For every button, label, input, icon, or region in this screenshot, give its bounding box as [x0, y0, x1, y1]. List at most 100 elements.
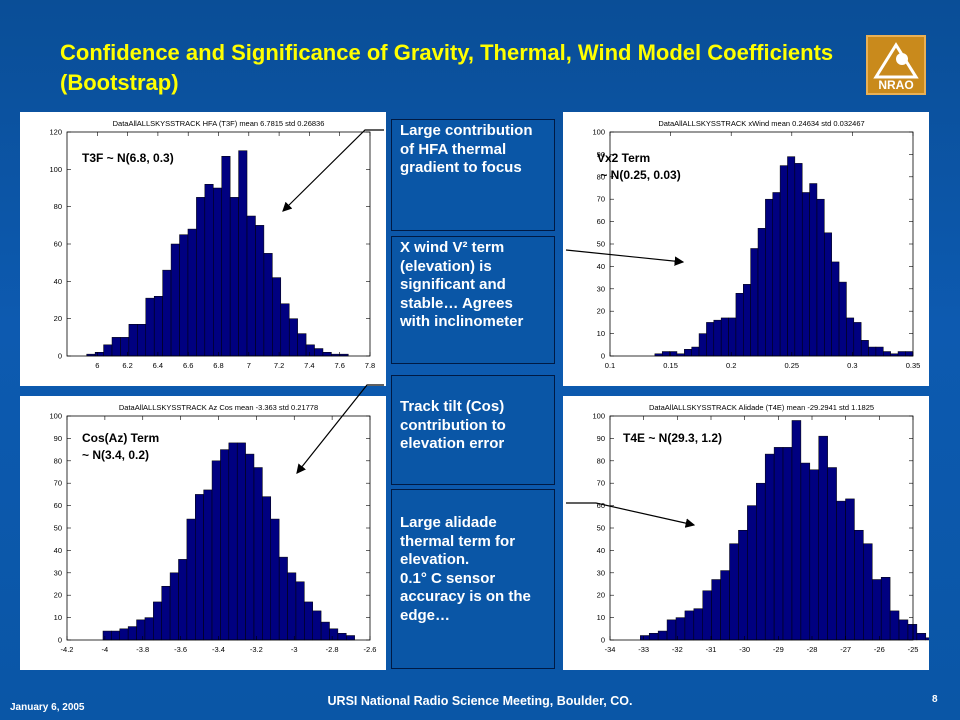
histogram-azcos: DataAllALLSKYSSTRACK Az Cos mean -3.363 …	[49, 403, 377, 654]
y-tick-label: 10	[54, 613, 62, 622]
panel-label-cosaz: Cos(Az) Term ~ N(3.4, 0.2)	[82, 430, 159, 464]
histogram-alidade: DataAllALLSKYSSTRACK Alidade (T4E) mean …	[592, 403, 929, 654]
y-tick-label: 60	[597, 501, 605, 510]
panel-label-vx2: Vx2 Term ~ N(0.25, 0.03)	[597, 150, 681, 184]
y-tick-label: 80	[54, 456, 62, 465]
y-tick-label: 70	[54, 479, 62, 488]
slide-title: Confidence and Significance of Gravity, …	[60, 40, 834, 95]
note-hfa-focus: Large contribution of HFA thermal gradie…	[391, 119, 555, 231]
x-tick-label: 0.25	[784, 361, 799, 370]
y-tick-label: 120	[49, 128, 62, 137]
x-tick-label: -3.8	[136, 645, 149, 654]
x-tick-label: -2.8	[326, 645, 339, 654]
histogram-panel-xwind: DataAllALLSKYSSTRACK xWind mean 0.24634 …	[563, 112, 929, 386]
y-tick-label: 40	[54, 277, 62, 286]
y-tick-label: 60	[597, 217, 605, 226]
x-tick-label: -34	[605, 645, 616, 654]
y-tick-label: 40	[597, 546, 605, 555]
panel-label-line1: T3F ~ N(6.8, 0.3)	[82, 151, 174, 165]
y-tick-label: 30	[54, 568, 62, 577]
y-tick-label: 60	[54, 501, 62, 510]
x-tick-label: 6	[95, 361, 99, 370]
x-tick-label: 0.35	[906, 361, 921, 370]
panel-label-line2: ~ N(3.4, 0.2)	[82, 448, 150, 462]
arrow-alidade	[566, 502, 696, 528]
panel-label-line1: Cos(Az) Term	[82, 431, 160, 445]
y-tick-label: 10	[597, 329, 605, 338]
x-tick-label: -30	[739, 645, 750, 654]
x-tick-label: 7.6	[334, 361, 344, 370]
x-tick-label: -3.6	[174, 645, 187, 654]
x-tick-label: 6.2	[122, 361, 132, 370]
x-tick-label: 0.15	[663, 361, 678, 370]
y-tick-label: 90	[597, 150, 605, 159]
x-tick-label: 6.4	[153, 361, 163, 370]
y-tick-label: 100	[49, 412, 62, 421]
y-tick-label: 80	[597, 456, 605, 465]
y-tick-label: 0	[601, 636, 605, 645]
x-tick-label: 7.2	[274, 361, 284, 370]
x-tick-label: -31	[706, 645, 717, 654]
chart-title: DataAllALLSKYSSTRACK HFA (T3F) mean 6.78…	[113, 119, 325, 128]
y-tick-label: 10	[597, 613, 605, 622]
x-tick-label: 6.6	[183, 361, 193, 370]
y-tick-label: 50	[597, 240, 605, 249]
y-tick-label: 40	[54, 546, 62, 555]
y-tick-label: 100	[592, 128, 605, 137]
panel-label-t4e: T4E ~ N(29.3, 1.2)	[623, 430, 722, 447]
x-tick-label: 7.4	[304, 361, 314, 370]
x-tick-label: -26	[874, 645, 885, 654]
x-tick-label: -32	[672, 645, 683, 654]
histogram-panel-alidade: DataAllALLSKYSSTRACK Alidade (T4E) mean …	[563, 396, 929, 670]
chart-title: DataAllALLSKYSSTRACK xWind mean 0.24634 …	[658, 119, 864, 128]
x-tick-label: -29	[773, 645, 784, 654]
nrao-logo-graphic: NRAO	[873, 42, 919, 92]
y-tick-label: 80	[54, 202, 62, 211]
chart-title: DataAllALLSKYSSTRACK Az Cos mean -3.363 …	[119, 403, 318, 412]
footer-date: January 6, 2005	[10, 702, 85, 713]
y-tick-label: 0	[58, 352, 62, 361]
histogram-bar	[916, 633, 927, 641]
y-tick-label: 50	[54, 524, 62, 533]
y-tick-label: 50	[597, 524, 605, 533]
x-tick-label: 0.2	[726, 361, 736, 370]
panel-label-line1: Vx2 Term	[597, 151, 651, 165]
x-tick-label: -4	[102, 645, 109, 654]
histogram-panel-hfa: DataAllALLSKYSSTRACK HFA (T3F) mean 6.78…	[20, 112, 386, 386]
histogram-hfa: DataAllALLSKYSSTRACK HFA (T3F) mean 6.78…	[49, 119, 375, 370]
note-alidade-thermal: Large alidade thermal term for elevation…	[391, 489, 555, 669]
x-tick-label: 0.1	[605, 361, 615, 370]
y-tick-label: 40	[597, 262, 605, 271]
y-tick-label: 20	[54, 591, 62, 600]
arrow-hfa	[282, 129, 384, 212]
logo-text: NRAO	[878, 78, 913, 92]
histogram-xwind: DataAllALLSKYSSTRACK xWind mean 0.24634 …	[592, 119, 921, 370]
note-track-tilt: Track tilt (Cos) contribution to elevati…	[391, 375, 555, 485]
x-tick-label: -3.4	[212, 645, 225, 654]
histogram-bar	[925, 637, 929, 641]
x-tick-label: -28	[807, 645, 818, 654]
panel-label-line2: ~ N(0.25, 0.03)	[597, 168, 681, 182]
x-tick-label: 7.8	[365, 361, 375, 370]
x-tick-label: 0.3	[847, 361, 857, 370]
x-tick-label: -2.6	[364, 645, 377, 654]
histogram-panel-azcos: DataAllALLSKYSSTRACK Az Cos mean -3.363 …	[20, 396, 386, 670]
arrow-xwind	[565, 249, 685, 266]
y-tick-label: 0	[601, 352, 605, 361]
y-tick-label: 100	[592, 412, 605, 421]
arrow-azcos	[296, 384, 384, 474]
y-tick-label: 60	[54, 240, 62, 249]
y-tick-label: 70	[597, 479, 605, 488]
x-tick-label: -27	[840, 645, 851, 654]
panel-label-line1: T4E ~ N(29.3, 1.2)	[623, 431, 723, 445]
y-tick-label: 20	[597, 591, 605, 600]
y-tick-label: 20	[54, 314, 62, 323]
x-tick-label: -33	[638, 645, 649, 654]
y-tick-label: 0	[58, 636, 62, 645]
footer-meeting: URSI National Radio Science Meeting, Bou…	[327, 694, 633, 708]
x-tick-label: -25	[908, 645, 919, 654]
x-tick-label: 7	[247, 361, 251, 370]
footer-page-number: 8	[932, 694, 938, 705]
panel-label-t3f: T3F ~ N(6.8, 0.3)	[82, 150, 174, 167]
y-tick-label: 80	[597, 172, 605, 181]
